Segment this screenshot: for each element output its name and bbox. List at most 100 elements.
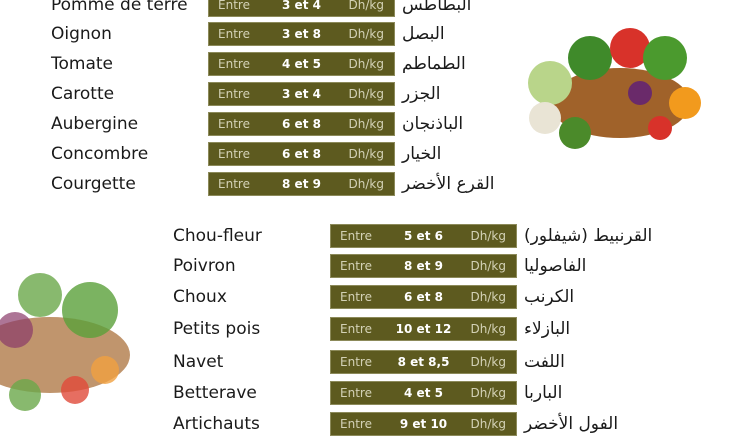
price-bar: Entre 6 et 8 Dh/kg bbox=[330, 285, 517, 309]
price-row: Artichauts Entre 9 et 10 Dh/kg الفول الأ… bbox=[173, 412, 693, 436]
vegetable-name-ar: البطاطس bbox=[402, 0, 472, 15]
price-bar: Entre 4 et 5 Dh/kg bbox=[208, 52, 395, 76]
unit-label: Dh/kg bbox=[470, 322, 506, 336]
unit-label: Dh/kg bbox=[470, 229, 506, 243]
unit-label: Dh/kg bbox=[470, 259, 506, 273]
price-row: Oignon Entre 3 et 8 Dh/kg البصل bbox=[51, 22, 571, 46]
entre-label: Entre bbox=[340, 417, 372, 431]
vegetable-name-ar: الباذنجان bbox=[402, 114, 464, 134]
price-bar: Entre 4 et 5 Dh/kg bbox=[330, 381, 517, 405]
entre-label: Entre bbox=[340, 322, 372, 336]
price-row: Petits pois Entre 10 et 12 Dh/kg البازلا… bbox=[173, 317, 693, 341]
entre-label: Entre bbox=[340, 229, 372, 243]
vegetable-name-fr: Artichauts bbox=[173, 414, 260, 434]
vegetable-name-ar: اللفت bbox=[524, 352, 565, 372]
vegetable-name-fr: Choux bbox=[173, 287, 227, 307]
entre-label: Entre bbox=[218, 177, 250, 191]
vegetable-name-ar: الباربا bbox=[524, 383, 563, 403]
price-bar: Entre 9 et 10 Dh/kg bbox=[330, 412, 517, 436]
vegetable-name-fr: Aubergine bbox=[51, 114, 139, 134]
price-range: 8 et 9 bbox=[404, 259, 443, 273]
vegetable-name-fr: Petits pois bbox=[173, 319, 261, 339]
price-bar: Entre 5 et 6 Dh/kg bbox=[330, 224, 517, 248]
unit-label: Dh/kg bbox=[348, 177, 384, 191]
unit-label: Dh/kg bbox=[348, 27, 384, 41]
price-row: Navet Entre 8 et 8,5 Dh/kg اللفت bbox=[173, 350, 693, 374]
price-range: 8 et 8,5 bbox=[397, 355, 450, 369]
price-row: Aubergine Entre 6 et 8 Dh/kg الباذنجان bbox=[51, 112, 571, 136]
price-bar: Entre 10 et 12 Dh/kg bbox=[330, 317, 517, 341]
entre-label: Entre bbox=[218, 0, 250, 12]
unit-label: Dh/kg bbox=[470, 290, 506, 304]
vegetable-name-ar: البصل bbox=[402, 24, 445, 44]
price-bar: Entre 8 et 9 Dh/kg bbox=[208, 172, 395, 196]
vegetable-name-fr: Carotte bbox=[51, 84, 115, 104]
price-range: 4 et 5 bbox=[404, 386, 443, 400]
entre-label: Entre bbox=[340, 386, 372, 400]
price-range: 6 et 8 bbox=[404, 290, 443, 304]
unit-label: Dh/kg bbox=[348, 147, 384, 161]
vegetable-name-ar: القرنبيط (شيفلور) bbox=[524, 226, 653, 246]
vegetable-name-ar: الفاصوليا bbox=[524, 256, 587, 276]
price-bar: Entre 3 et 4 Dh/kg bbox=[208, 0, 395, 17]
price-range: 6 et 8 bbox=[282, 147, 321, 161]
vegetable-name-fr: Tomate bbox=[51, 54, 113, 74]
vegetable-name-ar: الكرنب bbox=[524, 287, 575, 307]
price-bar: Entre 3 et 4 Dh/kg bbox=[208, 82, 395, 106]
vegetable-name-ar: البازلاء bbox=[524, 319, 571, 339]
vegetable-name-fr: Navet bbox=[173, 352, 224, 372]
vegetable-name-ar: الطماطم bbox=[402, 54, 466, 74]
unit-label: Dh/kg bbox=[348, 87, 384, 101]
price-bar: Entre 3 et 8 Dh/kg bbox=[208, 22, 395, 46]
price-bar: Entre 6 et 8 Dh/kg bbox=[208, 142, 395, 166]
vegetable-name-fr: Poivron bbox=[173, 256, 236, 276]
vegetable-basket-image bbox=[0, 273, 130, 411]
unit-label: Dh/kg bbox=[470, 355, 506, 369]
entre-label: Entre bbox=[340, 355, 372, 369]
entre-label: Entre bbox=[218, 87, 250, 101]
vegetable-name-ar: الجزر bbox=[402, 84, 441, 104]
entre-label: Entre bbox=[218, 117, 250, 131]
entre-label: Entre bbox=[340, 290, 372, 304]
price-range: 3 et 4 bbox=[282, 87, 321, 101]
unit-label: Dh/kg bbox=[470, 386, 506, 400]
vegetable-name-fr: Concombre bbox=[51, 144, 149, 164]
price-row: Chou-fleur Entre 5 et 6 Dh/kg القرنبيط (… bbox=[173, 224, 693, 248]
entre-label: Entre bbox=[218, 147, 250, 161]
vegetable-name-fr: Betterave bbox=[173, 383, 257, 403]
price-row: Courgette Entre 8 et 9 Dh/kg القرع الأخض… bbox=[51, 172, 571, 196]
unit-label: Dh/kg bbox=[348, 117, 384, 131]
vegetable-name-ar: الخيار bbox=[402, 144, 442, 164]
price-range: 4 et 5 bbox=[282, 57, 321, 71]
price-bar: Entre 8 et 9 Dh/kg bbox=[330, 254, 517, 278]
entre-label: Entre bbox=[218, 57, 250, 71]
entre-label: Entre bbox=[340, 259, 372, 273]
vegetable-name-ar: القرع الأخضر bbox=[402, 174, 495, 194]
price-row: Pomme de terre Entre 3 et 4 Dh/kg البطاط… bbox=[51, 0, 571, 17]
price-row: Tomate Entre 4 et 5 Dh/kg الطماطم bbox=[51, 52, 571, 76]
price-row: Betterave Entre 4 et 5 Dh/kg الباربا bbox=[173, 381, 693, 405]
vegetable-name-fr: Chou-fleur bbox=[173, 226, 262, 246]
price-range: 5 et 6 bbox=[404, 229, 443, 243]
unit-label: Dh/kg bbox=[348, 0, 384, 12]
price-row: Choux Entre 6 et 8 Dh/kg الكرنب bbox=[173, 285, 693, 309]
price-row: Concombre Entre 6 et 8 Dh/kg الخيار bbox=[51, 142, 571, 166]
unit-label: Dh/kg bbox=[348, 57, 384, 71]
unit-label: Dh/kg bbox=[470, 417, 506, 431]
price-bar: Entre 8 et 8,5 Dh/kg bbox=[330, 350, 517, 374]
price-row: Poivron Entre 8 et 9 Dh/kg الفاصوليا bbox=[173, 254, 693, 278]
price-range: 3 et 4 bbox=[282, 0, 321, 12]
price-range: 6 et 8 bbox=[282, 117, 321, 131]
entre-label: Entre bbox=[218, 27, 250, 41]
vegetable-name-ar: الفول الأخضر bbox=[524, 414, 619, 434]
price-range: 9 et 10 bbox=[399, 417, 448, 431]
price-bar: Entre 6 et 8 Dh/kg bbox=[208, 112, 395, 136]
price-row: Carotte Entre 3 et 4 Dh/kg الجزر bbox=[51, 82, 571, 106]
vegetable-name-fr: Pomme de terre bbox=[51, 0, 188, 15]
vegetable-basket-image bbox=[528, 28, 701, 149]
price-range: 8 et 9 bbox=[282, 177, 321, 191]
price-range: 10 et 12 bbox=[395, 322, 452, 336]
price-range: 3 et 8 bbox=[282, 27, 321, 41]
vegetable-name-fr: Oignon bbox=[51, 24, 112, 44]
vegetable-name-fr: Courgette bbox=[51, 174, 136, 194]
